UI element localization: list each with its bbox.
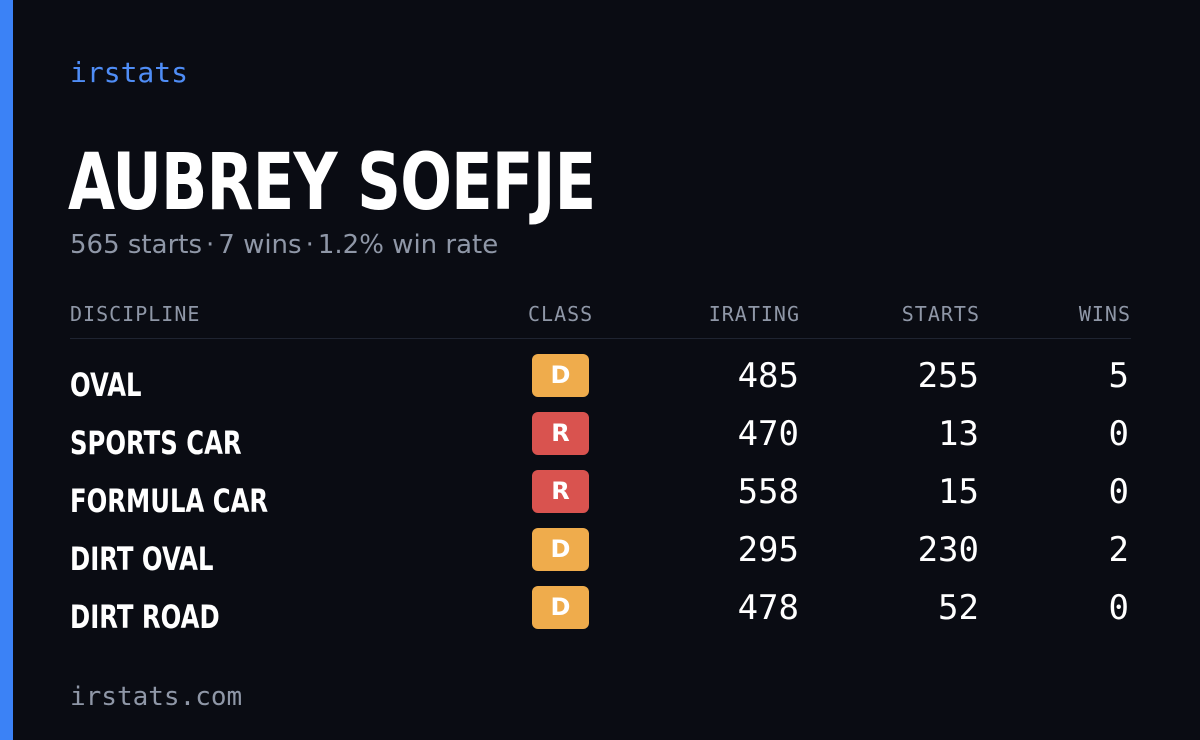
starts-value: 15 xyxy=(938,472,979,512)
footer-site-link: irstats.com xyxy=(70,682,243,712)
irating-value: 558 xyxy=(737,472,799,512)
wins-value: 0 xyxy=(1108,414,1129,454)
wins-value: 5 xyxy=(1108,356,1129,396)
starts-value: 52 xyxy=(938,588,979,628)
discipline-name: DIRT ROAD xyxy=(70,598,220,636)
table-row: OVAL D 485 255 5 xyxy=(70,354,1131,412)
class-badge: D xyxy=(532,586,589,629)
discipline-name: FORMULA CAR xyxy=(70,482,269,520)
wins-value: 0 xyxy=(1108,472,1129,512)
starts-value: 230 xyxy=(917,530,979,570)
accent-bar xyxy=(0,0,13,740)
discipline-name: SPORTS CAR xyxy=(70,424,242,462)
header-class: CLASS xyxy=(528,302,594,326)
header-starts: STARTS xyxy=(901,302,980,326)
irating-value: 470 xyxy=(737,414,799,454)
irating-value: 478 xyxy=(737,588,799,628)
irating-value: 485 xyxy=(737,356,799,396)
wins-value: 2 xyxy=(1108,530,1129,570)
discipline-name: OVAL xyxy=(70,366,142,404)
discipline-name: DIRT OVAL xyxy=(70,540,214,578)
class-badge: R xyxy=(532,470,589,513)
starts-summary: 565 starts xyxy=(70,230,202,260)
irating-value: 295 xyxy=(737,530,799,570)
wins-value: 0 xyxy=(1108,588,1129,628)
wins-summary: 7 wins xyxy=(218,230,302,260)
stats-table-header: DISCIPLINE CLASS IRATING STARTS WINS xyxy=(70,300,1131,339)
table-row: DIRT OVAL D 295 230 2 xyxy=(70,528,1131,586)
class-badge: D xyxy=(532,528,589,571)
separator-dot: · xyxy=(305,230,314,260)
brand-logo-text: irstats xyxy=(70,56,189,89)
separator-dot: · xyxy=(206,230,215,260)
starts-value: 13 xyxy=(938,414,979,454)
table-row: DIRT ROAD D 478 52 0 xyxy=(70,586,1131,644)
starts-value: 255 xyxy=(917,356,979,396)
header-irating: IRATING xyxy=(708,302,800,326)
driver-name: AUBREY SOEFJE xyxy=(68,138,596,228)
header-discipline: DISCIPLINE xyxy=(70,302,201,326)
table-row: FORMULA CAR R 558 15 0 xyxy=(70,470,1131,528)
driver-summary: 565 starts · 7 wins · 1.2% win rate xyxy=(70,228,498,262)
header-wins: WINS xyxy=(1078,302,1131,326)
table-row: SPORTS CAR R 470 13 0 xyxy=(70,412,1131,470)
class-badge: D xyxy=(532,354,589,397)
win-rate-summary: 1.2% win rate xyxy=(317,230,499,260)
class-badge: R xyxy=(532,412,589,455)
